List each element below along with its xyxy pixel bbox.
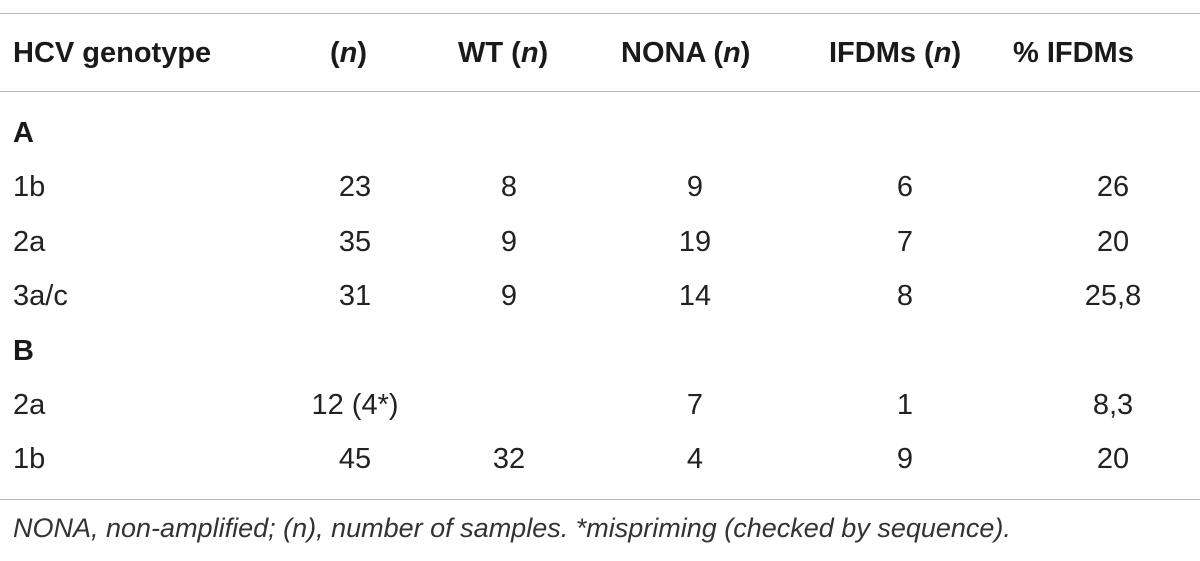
cell-genotype: 3a/c (13, 280, 68, 312)
header-percent-ifdms: % IFDMs (1013, 37, 1134, 69)
table-row: 1b 45 32 4 9 20 (0, 432, 1200, 486)
cell-ifdms: 1 (896, 389, 914, 421)
table-row: 1b 23 8 9 6 26 (0, 160, 1200, 214)
cell-percent-ifdms: 26 (1096, 171, 1130, 203)
cell-nona: 7 (686, 389, 704, 421)
header-rule (0, 91, 1200, 92)
cell-ifdms: 6 (896, 171, 914, 203)
header-ifdms: IFDMs (n) (829, 37, 962, 69)
cell-percent-ifdms: 20 (1096, 226, 1130, 258)
cell-wt: 8 (500, 171, 518, 203)
cell-percent-ifdms: 20 (1096, 443, 1130, 475)
group-label-b: B (13, 335, 34, 367)
group-row-b: B (0, 324, 1200, 378)
cell-nona: 19 (678, 226, 712, 258)
top-rule (0, 13, 1200, 14)
table-header-row: HCV genotype (n) WT (n) NONA (n) IFDMs (… (0, 13, 1200, 91)
cell-n: 23 (338, 171, 372, 203)
cell-n: 31 (338, 280, 372, 312)
bottom-rule (0, 499, 1200, 500)
cell-genotype: 2a (13, 226, 46, 258)
cell-ifdms: 8 (896, 280, 914, 312)
cell-nona: 4 (686, 443, 704, 475)
table-row: 2a 35 9 19 7 20 (0, 215, 1200, 269)
cell-ifdms: 7 (896, 226, 914, 258)
group-label-a: A (13, 117, 34, 149)
header-nona: NONA (n) (621, 37, 751, 69)
cell-percent-ifdms: 8,3 (1092, 389, 1134, 421)
cell-wt: 9 (500, 280, 518, 312)
cell-nona: 9 (686, 171, 704, 203)
header-wt: WT (n) (458, 37, 549, 69)
cell-wt (409, 378, 609, 432)
group-row-a: A (0, 106, 1200, 160)
header-n: (n) (330, 37, 368, 69)
cell-genotype: 1b (13, 443, 46, 475)
table-row: 3a/c 31 9 14 8 25,8 (0, 269, 1200, 323)
cell-n: 35 (338, 226, 372, 258)
cell-n: 45 (338, 443, 372, 475)
cell-wt: 32 (492, 443, 526, 475)
cell-wt: 9 (500, 226, 518, 258)
cell-genotype: 2a (13, 389, 46, 421)
table-footnote: NONA, non-amplified; (n), number of samp… (13, 513, 1011, 543)
cell-n: 12 (4*) (311, 389, 399, 421)
cell-ifdms: 9 (896, 443, 914, 475)
cell-genotype: 1b (13, 171, 46, 203)
table-row: 2a 12 (4*) 7 1 8,3 (0, 378, 1200, 432)
cell-percent-ifdms: 25,8 (1084, 280, 1142, 312)
header-hcv-genotype: HCV genotype (13, 37, 212, 69)
cell-nona: 14 (678, 280, 712, 312)
